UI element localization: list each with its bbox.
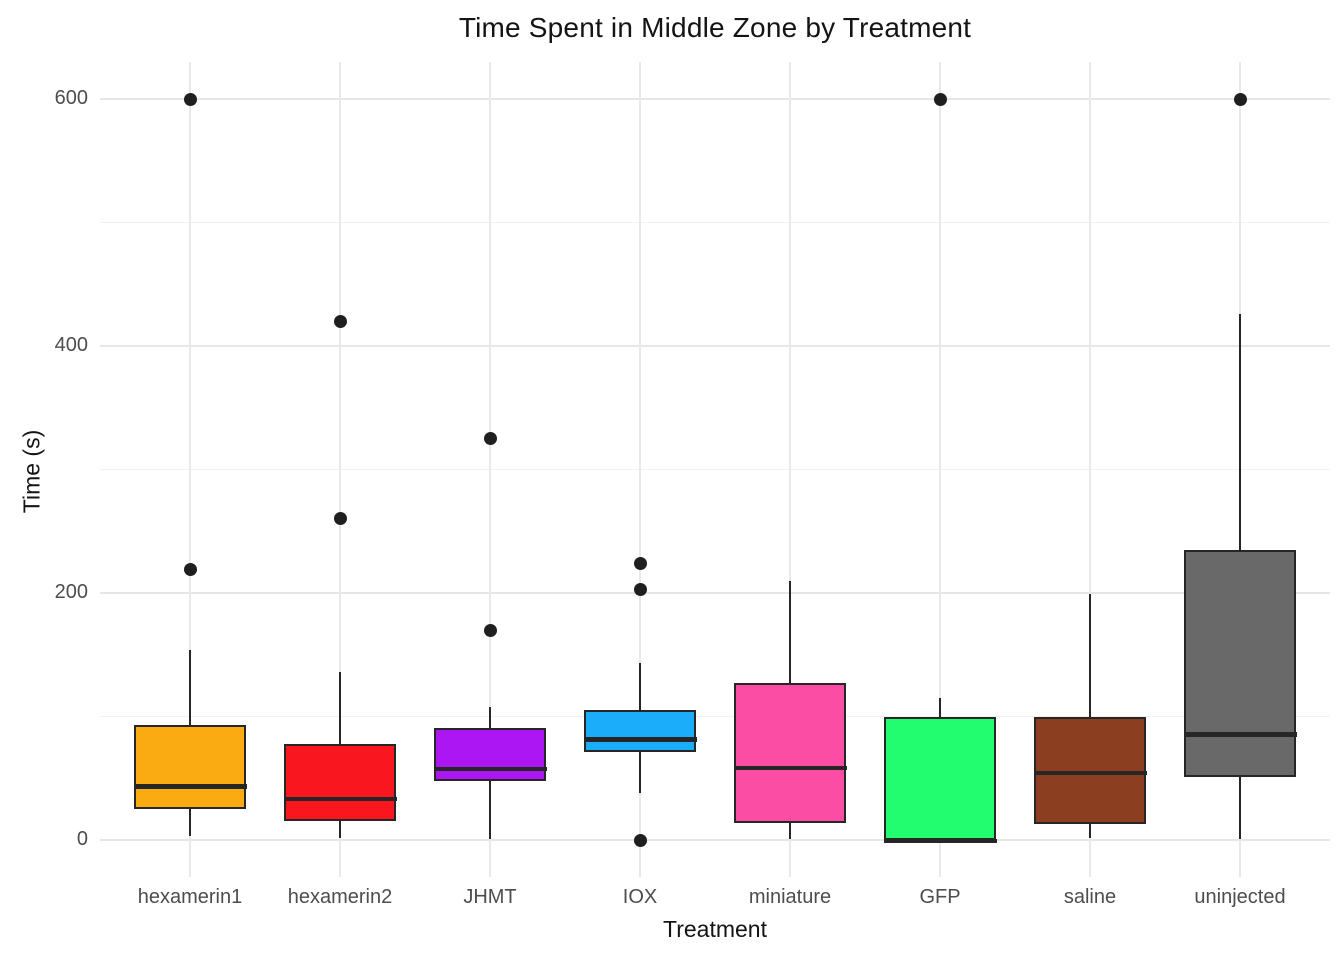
x-tick-label-miniature: miniature: [748, 886, 832, 908]
boxplot-box-hexamerin2: [283, 743, 397, 822]
median-line-GFP: [883, 838, 997, 843]
median-line-miniature: [733, 765, 847, 771]
major-gridline-y400: [100, 345, 1330, 347]
outlier-point-hexamerin2: [333, 314, 347, 328]
median-line-uninjected: [1183, 732, 1297, 737]
y-tick-label-400: 400: [54, 334, 88, 356]
boxplot-box-JHMT: [433, 727, 547, 781]
y-tick-label-0: 0: [76, 828, 88, 850]
major-gridline-y600: [100, 98, 1330, 100]
minor-gridline-y300: [100, 468, 1330, 471]
outlier-point-hexamerin2: [333, 512, 347, 526]
outlier-point-uninjected: [1233, 92, 1247, 106]
gridline-x-hexamerin2: [339, 62, 341, 877]
y-tick-label-200: 200: [54, 581, 88, 603]
major-gridline-y200: [100, 592, 1330, 594]
minor-gridline-y100: [100, 715, 1330, 718]
boxplot-box-uninjected: [1183, 549, 1297, 777]
outlier-point-IOX: [633, 833, 647, 847]
median-line-hexamerin2: [283, 796, 397, 801]
boxplot-box-IOX: [583, 710, 697, 753]
outlier-point-JHMT: [483, 432, 497, 446]
gridline-x-hexamerin1: [189, 62, 191, 877]
outlier-point-IOX: [633, 556, 647, 570]
y-tick-label-600: 600: [54, 87, 88, 109]
median-line-IOX: [583, 737, 697, 742]
chart-title: Time Spent in Middle Zone by Treatment: [458, 12, 972, 43]
gridline-x-GFP: [939, 62, 941, 877]
gridline-x-JHMT: [489, 62, 491, 877]
median-line-hexamerin1: [133, 784, 247, 789]
outlier-point-hexamerin1: [183, 563, 197, 577]
outlier-point-IOX: [633, 582, 647, 596]
x-tick-label-GFP: GFP: [919, 886, 961, 908]
boxplot-box-hexamerin1: [133, 725, 247, 810]
minor-gridline-y500: [100, 221, 1330, 224]
boxplot-box-saline: [1033, 716, 1147, 824]
outlier-point-hexamerin1: [183, 92, 197, 106]
x-tick-label-hexamerin2: hexamerin2: [287, 886, 393, 908]
boxplot-box-GFP: [883, 716, 997, 843]
x-tick-label-uninjected: uninjected: [1194, 886, 1286, 908]
gridline-x-IOX: [639, 62, 641, 877]
gridline-x-saline: [1089, 62, 1091, 877]
median-line-saline: [1033, 770, 1147, 776]
whisker-saline: [1088, 594, 1092, 838]
x-tick-label-JHMT: JHMT: [463, 886, 517, 908]
gridline-x-miniature: [789, 62, 791, 877]
outlier-point-JHMT: [483, 623, 497, 637]
x-tick-label-saline: saline: [1063, 886, 1117, 908]
median-line-JHMT: [433, 766, 547, 772]
y-axis-title: Time (s): [18, 429, 45, 514]
outlier-point-GFP: [933, 92, 947, 106]
x-axis-title: Treatment: [663, 916, 767, 942]
x-tick-label-hexamerin1: hexamerin1: [137, 886, 243, 908]
x-tick-label-IOX: IOX: [622, 886, 658, 908]
major-gridline-y0: [100, 839, 1330, 841]
boxplot-box-miniature: [733, 683, 847, 823]
